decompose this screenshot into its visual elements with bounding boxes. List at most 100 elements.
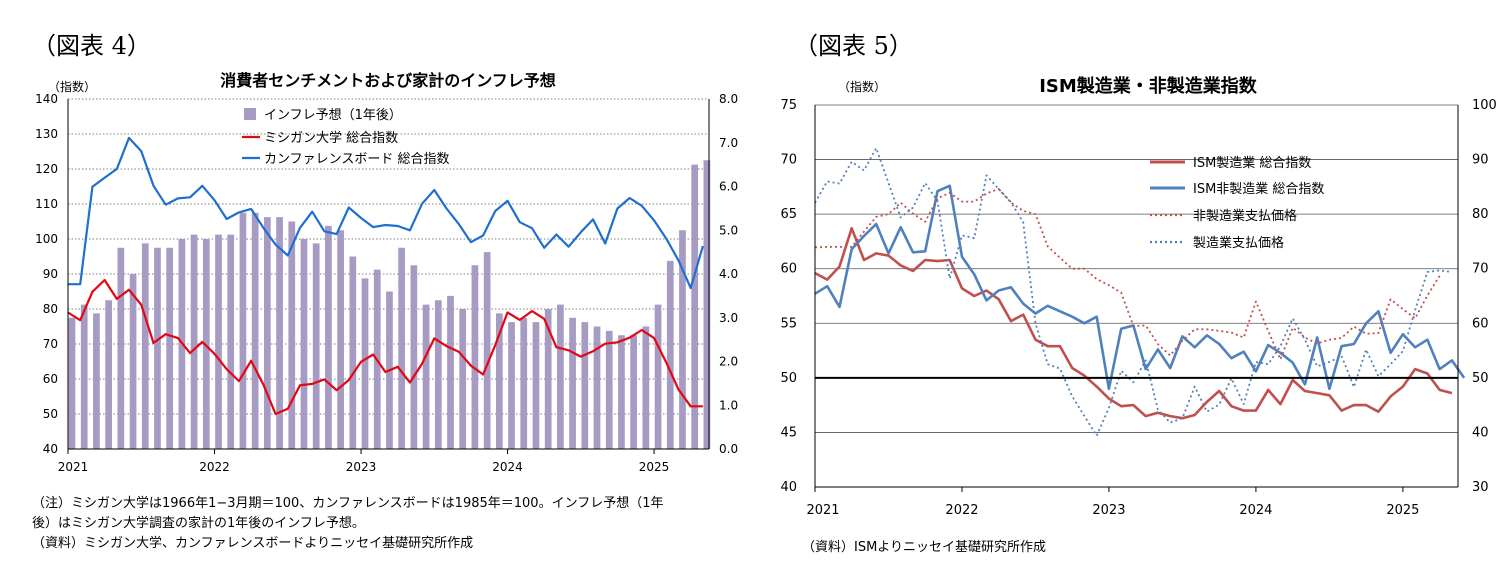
inflation-expectation-bar — [483, 252, 491, 449]
legend-label-0: ISM製造業 総合指数 — [1193, 155, 1311, 171]
inflation-expectation-bar — [434, 300, 442, 449]
y-tick-label: 70 — [780, 153, 797, 168]
y-tick-label: 75 — [780, 98, 797, 113]
y2-tick-label: 90 — [1472, 153, 1489, 168]
consumer-sentiment-chart: 消費者センチメントおよび家計のインフレ予想 （指数） 40 50 60 70 80 90 100… — [35, 71, 738, 474]
ism-manufacturing-line — [814, 227, 1453, 420]
inflation-expectation-bar — [581, 322, 589, 449]
y2-tick-label: 6.0 — [719, 180, 738, 194]
x-tick-label: 2023 — [346, 460, 377, 474]
y2-tick-label: 3.0 — [719, 311, 738, 325]
inflation-expectation-bar — [154, 247, 161, 449]
inflation-expectation-bar — [666, 260, 674, 449]
inflation-expectation-bar — [679, 230, 686, 449]
y2-tick-label: 80 — [1472, 207, 1489, 222]
inflation-expectation-bar — [605, 330, 613, 449]
non-manufacturing-prices-line — [814, 188, 1441, 361]
manufacturing-prices-line — [814, 147, 1453, 437]
y-tick-label: 70 — [43, 337, 58, 351]
y-tick-label: 40 — [43, 442, 58, 456]
figure-4-source: （資料）ミシガン大学、カンファレンスボードよりニッセイ基礎研究所作成 — [32, 536, 474, 551]
inflation-expectation-bar — [691, 164, 699, 449]
inflation-expectation-bar — [215, 234, 222, 449]
inflation-expectation-bar — [508, 322, 515, 449]
y2-tick-label: 5.0 — [719, 223, 738, 237]
figure-5-source: （資料）ISMよりニッセイ基礎研究所作成 — [802, 540, 1047, 555]
inflation-expectation-bar — [459, 309, 467, 449]
x-tick-label: 2021 — [58, 460, 89, 474]
inflation-expectation-bar — [325, 225, 332, 449]
y2-tick-label: 60 — [1472, 316, 1489, 331]
inflation-expectation-bar — [630, 335, 637, 449]
y2-tick-label: 100 — [1472, 98, 1497, 113]
y-tick-label: 120 — [35, 162, 58, 176]
inflation-expectation-bar — [471, 265, 479, 449]
y2-tick-label: 50 — [1472, 371, 1489, 386]
legend-label-2: 非製造業支払価格 — [1193, 208, 1297, 224]
x-tick-label: 2023 — [1092, 503, 1125, 518]
inflation-expectation-bar — [239, 212, 247, 449]
y2-tick-label: 4.0 — [719, 267, 738, 281]
x-tick-label: 2024 — [1239, 503, 1272, 518]
y-tick-label: 100 — [35, 232, 58, 246]
inflation-expectation-bar — [495, 313, 503, 449]
inflation-expectation-bar — [117, 247, 125, 449]
inflation-expectation-bar — [80, 304, 88, 449]
y-tick-label: 40 — [780, 480, 797, 495]
inflation-expectation-bar — [93, 313, 100, 449]
y2-tick-label: 7.0 — [719, 136, 738, 150]
inflation-expectation-bar — [337, 230, 344, 449]
inflation-expectation-bar — [532, 322, 540, 449]
inflation-expectation-bar — [166, 247, 174, 449]
legend-label-michigan: ミシガン大学 総合指数 — [264, 130, 398, 146]
x-tick-label: 2022 — [945, 503, 978, 518]
inflation-expectation-bar — [654, 304, 662, 449]
y-axis-label: （指数） — [48, 79, 96, 94]
legend-label-3: 製造業支払価格 — [1193, 235, 1284, 251]
y-tick-label: 130 — [35, 127, 58, 141]
figure-4-panel: （図表 4） 消費者センチメントおよび家計のインフレ予想 （指数） 40 50 60 70… — [32, 32, 738, 551]
y-tick-label: 80 — [43, 302, 58, 316]
x-tick-label: 2022 — [199, 460, 230, 474]
inflation-expectation-bar — [557, 304, 564, 449]
y2-tick-label: 2.0 — [719, 355, 738, 369]
inflation-expectation-bar — [398, 247, 406, 449]
inflation-expectation-bar — [520, 317, 528, 449]
inflation-expectation-bar — [447, 295, 454, 449]
figure-4-note-2: 後）はミシガン大学調査の家計の1年後のインフレ予想。 — [32, 516, 365, 531]
y2-tick-label: 0.0 — [719, 442, 738, 456]
y-tick-label: 50 — [780, 371, 797, 386]
inflation-expectation-bar — [593, 326, 601, 449]
inflation-expectation-bar — [276, 217, 283, 449]
legend-swatch-bars — [244, 108, 256, 120]
inflation-expectation-bar — [251, 212, 259, 449]
x-tick-label: 2021 — [806, 503, 839, 518]
legend-label-conference: カンファレンスボード 総合指数 — [264, 152, 449, 167]
inflation-expectation-bar — [129, 274, 137, 449]
y2-tick-label: 1.0 — [719, 398, 738, 412]
figure-5-label: （図表 5） — [794, 32, 913, 60]
inflation-expectation-bar — [422, 304, 430, 449]
chart-title: ISM製造業・非製造業指数 — [1039, 75, 1258, 97]
y2-tick-label: 8.0 — [719, 92, 738, 106]
conference-board-line — [68, 136, 704, 290]
inflation-expectation-bar — [68, 317, 76, 449]
y-tick-label: 110 — [35, 197, 58, 211]
y-tick-label: 90 — [43, 267, 58, 281]
legend-label-bars: インフレ予想（1年後） — [264, 107, 402, 123]
y-tick-label: 60 — [780, 262, 797, 277]
inflation-expectation-bar — [703, 160, 711, 449]
figure-5-panel: （図表 5） ISM製造業・非製造業指数 （指数） 40 45 50 55 60 65 70 75… — [760, 0, 1510, 585]
inflation-expectation-bar — [410, 265, 418, 449]
ism-non-manufacturing-line — [814, 184, 1466, 391]
inflation-expectation-bar — [544, 309, 552, 449]
inflation-expectation-bar — [227, 234, 235, 449]
y-tick-label: 140 — [35, 92, 58, 106]
figure-4-note-1: （注）ミシガン大学は1966年1−3月期＝100、カンファレンスボードは1985… — [32, 496, 664, 511]
inflation-expectation-bar — [361, 278, 369, 449]
inflation-expectation-bar — [263, 217, 271, 449]
inflation-expectation-bar — [190, 234, 198, 449]
y-axis-label: （指数） — [838, 79, 886, 94]
y2-tick-label: 70 — [1472, 262, 1489, 277]
y-tick-label: 50 — [43, 407, 58, 421]
